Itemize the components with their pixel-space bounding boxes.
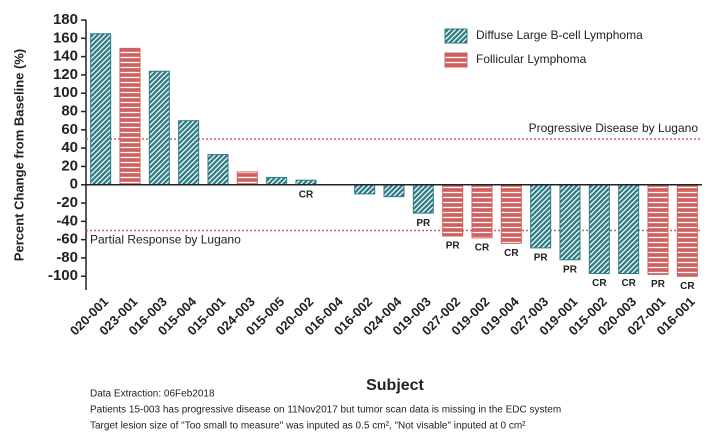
footnote: Target lesion size of "Too small to meas… <box>90 421 526 432</box>
y-axis-label: Percent Change from Baseline (%) <box>11 49 26 261</box>
bar <box>236 171 258 186</box>
legend-swatch <box>444 28 468 44</box>
bar <box>471 184 493 239</box>
bar <box>530 184 552 249</box>
bar <box>442 184 464 237</box>
y-tick-label: 80 <box>61 102 78 119</box>
bar <box>266 176 288 186</box>
y-tick-label: -80 <box>56 249 78 266</box>
bar <box>119 47 141 186</box>
bar <box>90 33 112 186</box>
bar-label: CR <box>504 248 519 259</box>
bar <box>383 184 405 198</box>
bar-label: CR <box>592 278 607 289</box>
bar <box>500 184 522 244</box>
footnote: Data Extraction: 06Feb2018 <box>90 389 215 400</box>
y-tick-label: 160 <box>53 29 78 46</box>
y-tick-label: -40 <box>56 212 78 229</box>
y-tick-label: 0 <box>70 176 78 193</box>
bar <box>148 70 170 186</box>
x-axis-label: Subject <box>366 377 424 394</box>
reference-label: Partial Response by Lugano <box>90 233 241 247</box>
bar <box>559 184 581 261</box>
bar-label: PR <box>416 218 431 229</box>
bar <box>618 184 640 275</box>
bar-label: PR <box>651 279 666 290</box>
bar <box>207 154 229 186</box>
bar <box>178 120 200 186</box>
legend-label: Follicular Lymphoma <box>476 52 587 66</box>
bar-label: PR <box>563 264 578 275</box>
bar <box>588 184 610 275</box>
y-tick-label: 120 <box>53 66 78 83</box>
y-tick-label: 60 <box>61 121 78 138</box>
y-tick-label: 40 <box>61 139 78 156</box>
y-tick-label: 140 <box>53 48 78 65</box>
legend-swatch <box>444 52 468 68</box>
bar-label: CR <box>299 189 314 200</box>
bar-label: CR <box>475 242 490 253</box>
bar-label: PR <box>534 253 549 264</box>
y-tick-label: 180 <box>53 11 78 28</box>
reference-label: Progressive Disease by Lugano <box>529 121 699 135</box>
bar <box>676 184 698 277</box>
footnote: Patients 15-003 has progressive disease … <box>90 405 561 416</box>
y-tick-label: 100 <box>53 84 78 101</box>
y-tick-label: -20 <box>56 194 78 211</box>
legend-label: Diffuse Large B-cell Lymphoma <box>476 28 643 42</box>
y-tick-label: -60 <box>56 231 78 248</box>
bar <box>412 184 434 214</box>
bar-label: PR <box>446 241 461 252</box>
bar-label: CR <box>621 278 636 289</box>
y-tick-label: 20 <box>61 157 78 174</box>
bar <box>354 184 376 195</box>
y-tick-label: -100 <box>48 267 78 284</box>
bar-label: CR <box>680 281 695 292</box>
bar <box>647 184 669 275</box>
